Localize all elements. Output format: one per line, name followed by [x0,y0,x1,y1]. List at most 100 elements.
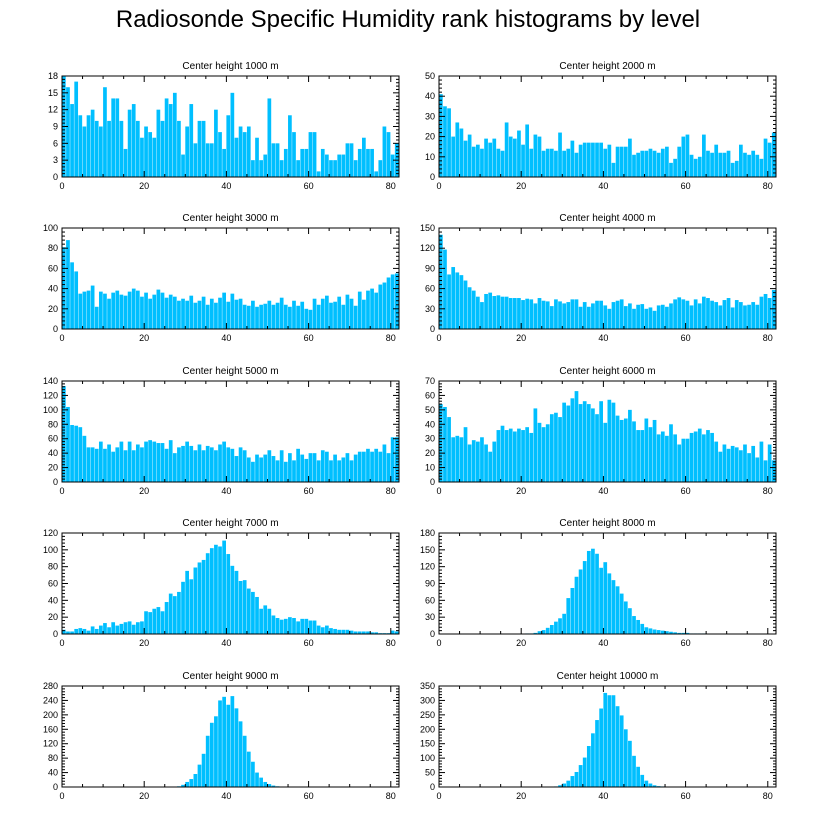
bar [529,432,534,482]
bar [271,304,276,329]
bar [562,303,566,329]
y-tick-label: 40 [48,768,58,778]
bar [591,408,595,482]
bar [135,622,140,634]
x-tick-label: 20 [516,333,526,343]
bar-series [439,391,776,482]
bar [251,160,255,177]
bar [702,296,706,329]
bar [214,450,218,482]
bar [222,696,226,787]
bar [586,142,591,177]
bar [86,115,91,177]
bar [66,631,70,634]
bar [378,160,383,177]
bar [726,448,731,482]
bar [562,613,566,634]
x-tick-label: 80 [763,333,773,343]
bar [644,150,649,177]
y-tick-label: 120 [420,243,435,253]
bar [300,148,305,177]
bar [467,134,472,177]
y-tick-label: 40 [425,91,435,101]
bar [734,160,739,177]
y-tick-label: 20 [48,463,58,473]
bar [205,553,210,634]
bar [177,120,181,177]
bar [255,454,259,482]
bar [595,414,599,482]
y-tick-label: 20 [48,304,58,314]
bar [242,735,247,787]
bar [263,781,268,787]
y-tick-label: 20 [425,132,435,142]
bar [615,586,620,634]
y-tick-label: 50 [425,71,435,81]
bar [86,290,91,329]
bar [349,460,354,482]
bar [615,300,620,329]
bar [214,544,218,634]
x-tick-label: 0 [436,486,441,496]
bar [607,695,612,787]
bar-series [554,692,669,787]
bar [251,761,255,787]
panel-title: Center height 8000 m [559,518,655,529]
bar [103,293,107,329]
y-tick-label: 240 [43,695,58,705]
panel-title: Center height 6000 m [559,366,655,377]
bar [718,305,723,329]
bar [443,249,447,329]
bar [599,401,603,482]
bar [517,298,521,329]
bar [62,629,66,634]
bar [603,305,608,329]
bar [660,304,665,329]
bar [296,160,300,177]
bar [164,602,169,634]
bar [714,144,719,177]
bar [681,438,686,482]
y-tick-label: 10 [425,463,435,473]
bar [537,298,542,329]
bar [90,109,95,177]
bar [743,305,747,329]
bar [263,303,268,329]
bar [759,296,764,329]
bar [467,444,472,482]
bar [177,447,181,482]
y-tick-label: 200 [420,724,435,734]
bar [82,435,87,482]
y-tick-label: 200 [43,710,58,720]
bar [455,435,460,482]
bar [300,618,305,634]
bar [279,160,284,177]
bar [320,148,325,177]
bar [82,291,87,329]
bar [471,440,476,482]
bar [279,450,284,482]
bar [669,424,673,482]
bar [283,461,288,482]
bar [558,618,562,634]
bar [103,448,107,482]
bar [767,298,772,329]
y-tick-label: 40 [425,419,435,429]
bar [234,708,239,787]
plot-frame [61,227,400,330]
plot-frame [61,380,400,483]
bar [181,154,185,177]
bar [607,144,612,177]
bar [135,444,140,482]
y-tick-label: 90 [425,263,435,273]
x-tick-label: 60 [681,486,691,496]
plot-frame [438,75,777,178]
bar [329,160,333,177]
bar [455,272,460,329]
bar [181,581,185,634]
bar [201,753,206,787]
bar [755,304,760,329]
bar [677,146,682,177]
bar [673,434,677,482]
bar [582,401,587,482]
